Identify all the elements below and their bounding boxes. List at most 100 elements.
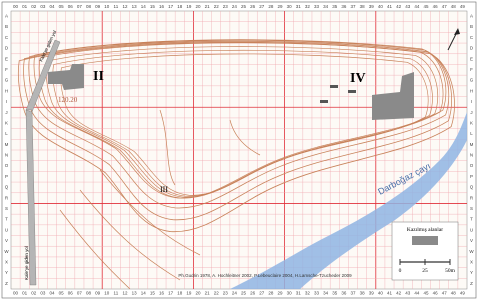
column-label: 05	[59, 4, 65, 9]
column-label: 23	[223, 291, 229, 296]
row-label: V	[470, 238, 473, 243]
column-label: 25	[241, 291, 247, 296]
column-label: 00	[13, 4, 19, 9]
column-label: 43	[405, 4, 411, 9]
column-label: 00	[13, 291, 19, 296]
scale-label: 25	[422, 268, 428, 274]
column-label: 24	[232, 291, 238, 296]
row-label: X	[5, 259, 8, 264]
row-label: O	[470, 163, 474, 168]
column-label: 10	[104, 291, 110, 296]
row-label: P	[5, 174, 8, 179]
column-label: 20	[195, 4, 201, 9]
column-label: 28	[268, 291, 274, 296]
column-label: 29	[278, 4, 284, 9]
column-label: 18	[177, 4, 183, 9]
column-label: 26	[250, 4, 256, 9]
column-label: 02	[31, 4, 37, 9]
column-label: 01	[22, 291, 28, 296]
row-label: Q	[470, 185, 474, 190]
row-label: E	[470, 56, 473, 61]
column-label: 01	[22, 4, 28, 9]
row-label: N	[470, 153, 473, 158]
column-label: 41	[387, 4, 393, 9]
row-label: E	[5, 56, 8, 61]
column-label: 36	[341, 291, 347, 296]
column-label: 15	[150, 291, 156, 296]
column-label: 03	[40, 4, 46, 9]
row-label: H	[470, 88, 473, 93]
column-label: 15	[150, 4, 156, 9]
row-label: S	[5, 206, 8, 211]
column-label: 36	[341, 4, 347, 9]
row-label: V	[5, 238, 8, 243]
row-label: N	[5, 153, 8, 158]
column-label: 28	[268, 4, 274, 9]
column-label: 12	[122, 4, 128, 9]
column-label: 17	[168, 291, 174, 296]
column-label: 18	[177, 291, 183, 296]
column-label: 41	[387, 291, 393, 296]
row-label: T	[5, 217, 8, 222]
column-label: 49	[460, 291, 466, 296]
row-label: T	[470, 217, 473, 222]
row-label: U	[5, 227, 8, 232]
row-label: Y	[5, 270, 8, 275]
column-label: 32	[305, 291, 311, 296]
scale-label: 0	[399, 268, 402, 274]
column-label: 14	[141, 4, 147, 9]
column-label: 29	[278, 291, 284, 296]
column-label: 34	[323, 4, 329, 9]
column-label: 19	[186, 291, 192, 296]
excavation-4c	[348, 90, 356, 93]
column-label: 09	[95, 4, 101, 9]
area-label: IV	[350, 71, 366, 86]
row-label: F	[5, 67, 8, 72]
column-label: 42	[396, 4, 402, 9]
column-label: 34	[323, 291, 329, 296]
column-label: 08	[86, 291, 92, 296]
column-label: 21	[205, 4, 211, 9]
column-label: 06	[68, 4, 74, 9]
column-label: 32	[305, 4, 311, 9]
column-label: 07	[77, 4, 83, 9]
credits: Ph.Gudrin 1978, A. Hochleitner 2002, P.L…	[178, 273, 352, 278]
column-label: 20	[195, 291, 201, 296]
column-label: 46	[433, 291, 439, 296]
column-label: 16	[159, 291, 165, 296]
elevation: 120.20	[58, 96, 78, 104]
row-label: A	[5, 14, 8, 19]
excavation-4d	[320, 100, 328, 103]
column-label: 35	[332, 291, 338, 296]
legend-title: Kazılmış alanlar	[407, 227, 443, 233]
column-label: 22	[214, 4, 220, 9]
column-label: 17	[168, 4, 174, 9]
column-label: 06	[68, 291, 74, 296]
road-label: Kale'ye giden yol	[24, 246, 29, 280]
area-label: III	[160, 185, 168, 194]
row-label: X	[470, 259, 473, 264]
column-label: 02	[31, 291, 37, 296]
row-label: G	[5, 78, 9, 83]
column-label: 04	[50, 4, 56, 9]
excavation-4b	[330, 85, 338, 88]
row-label: I	[471, 99, 472, 104]
row-label: S	[470, 206, 473, 211]
column-label: 26	[250, 291, 256, 296]
column-label: 13	[132, 4, 138, 9]
row-label: A	[470, 14, 473, 19]
column-label: 45	[423, 4, 429, 9]
column-label: 11	[114, 291, 119, 296]
column-label: 09	[95, 291, 101, 296]
row-label: B	[5, 24, 8, 29]
row-label: F	[470, 67, 473, 72]
column-label: 19	[186, 4, 192, 9]
column-label: 27	[259, 291, 265, 296]
column-label: 48	[451, 291, 457, 296]
column-label: 47	[442, 291, 448, 296]
column-label: 42	[396, 291, 402, 296]
column-label: 07	[77, 291, 83, 296]
column-label: 44	[414, 291, 420, 296]
column-label: 46	[433, 4, 439, 9]
column-label: 40	[378, 4, 384, 9]
